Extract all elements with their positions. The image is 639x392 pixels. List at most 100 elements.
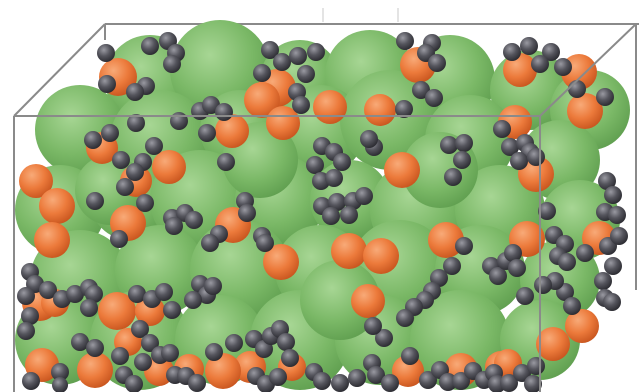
orange-particle bbox=[244, 82, 280, 118]
small-gray-particle bbox=[51, 363, 69, 381]
small-gray-particle bbox=[596, 88, 614, 106]
small-gray-particle bbox=[238, 204, 256, 222]
small-gray-particle bbox=[563, 297, 581, 315]
orange-particle bbox=[363, 238, 399, 274]
small-gray-particle bbox=[225, 334, 243, 352]
small-gray-particle bbox=[598, 172, 616, 190]
small-gray-particle bbox=[307, 43, 325, 61]
small-gray-particle bbox=[215, 103, 233, 121]
small-gray-particle bbox=[141, 37, 159, 55]
small-gray-particle bbox=[396, 32, 414, 50]
small-gray-particle bbox=[554, 58, 572, 76]
small-gray-particle bbox=[527, 357, 545, 375]
small-gray-particle bbox=[21, 307, 39, 325]
small-gray-particle bbox=[455, 134, 473, 152]
small-gray-particle bbox=[277, 333, 295, 351]
small-gray-particle bbox=[503, 43, 521, 61]
small-gray-particle bbox=[493, 120, 511, 138]
orange-particle bbox=[567, 93, 603, 129]
small-gray-particle bbox=[86, 192, 104, 210]
small-gray-particle bbox=[136, 194, 154, 212]
small-gray-particle bbox=[204, 277, 222, 295]
small-gray-particle bbox=[141, 334, 159, 352]
small-gray-particle bbox=[608, 206, 626, 224]
small-gray-particle bbox=[333, 153, 351, 171]
small-gray-particle bbox=[516, 287, 534, 305]
small-gray-particle bbox=[163, 301, 181, 319]
small-gray-particle bbox=[603, 293, 621, 311]
small-gray-particle bbox=[440, 136, 458, 154]
small-gray-particle bbox=[396, 309, 414, 327]
orange-particle bbox=[263, 244, 299, 280]
small-gray-particle bbox=[163, 55, 181, 73]
small-gray-particle bbox=[419, 371, 437, 389]
small-gray-particle bbox=[455, 237, 473, 255]
small-gray-particle bbox=[17, 287, 35, 305]
small-gray-particle bbox=[331, 374, 349, 392]
small-gray-particle bbox=[395, 100, 413, 118]
small-gray-particle bbox=[364, 317, 382, 335]
small-gray-particle bbox=[538, 202, 556, 220]
small-gray-particle bbox=[489, 267, 507, 285]
small-gray-particle bbox=[360, 130, 378, 148]
small-gray-particle bbox=[198, 124, 216, 142]
small-gray-particle bbox=[80, 299, 98, 317]
small-gray-particle bbox=[428, 54, 446, 72]
small-gray-particle bbox=[39, 281, 57, 299]
small-gray-particle bbox=[85, 285, 103, 303]
small-gray-particle bbox=[170, 112, 188, 130]
small-gray-particle bbox=[328, 193, 346, 211]
small-gray-particle bbox=[604, 257, 622, 275]
box-back-edges bbox=[104, 23, 639, 40]
small-gray-particle bbox=[524, 375, 542, 392]
small-gray-particle bbox=[527, 148, 545, 166]
small-gray-particle bbox=[134, 353, 152, 371]
small-gray-particle bbox=[510, 152, 528, 170]
small-gray-particle bbox=[97, 44, 115, 62]
small-gray-particle bbox=[101, 124, 119, 142]
small-gray-particle bbox=[513, 364, 531, 382]
orange-particle bbox=[428, 222, 464, 258]
small-gray-particle bbox=[401, 347, 419, 365]
orange-particle bbox=[351, 284, 385, 318]
orange-particle bbox=[392, 355, 424, 387]
small-gray-particle bbox=[504, 244, 522, 262]
small-gray-particle bbox=[289, 47, 307, 65]
small-gray-particle bbox=[110, 230, 128, 248]
orange-particle bbox=[364, 94, 396, 126]
orange-particle bbox=[536, 327, 570, 361]
small-gray-particle bbox=[381, 374, 399, 392]
small-gray-particle bbox=[66, 285, 84, 303]
small-gray-particle bbox=[322, 207, 340, 225]
small-gray-particle bbox=[71, 333, 89, 351]
orange-particle bbox=[503, 53, 537, 87]
small-gray-particle bbox=[604, 186, 622, 204]
small-gray-particle bbox=[292, 96, 310, 114]
small-gray-particle bbox=[452, 372, 470, 390]
small-gray-particle bbox=[348, 369, 366, 387]
small-gray-particle bbox=[217, 153, 235, 171]
orange-particle bbox=[565, 309, 599, 343]
small-gray-particle bbox=[534, 276, 552, 294]
small-gray-particle bbox=[531, 55, 549, 73]
small-gray-particle bbox=[297, 65, 315, 83]
orange-particle bbox=[34, 222, 70, 258]
small-gray-particle bbox=[325, 169, 343, 187]
small-gray-particle bbox=[116, 178, 134, 196]
small-gray-particle bbox=[128, 285, 146, 303]
small-gray-particle bbox=[131, 320, 149, 338]
small-gray-particle bbox=[610, 227, 628, 245]
small-gray-particle bbox=[165, 217, 183, 235]
small-gray-particle bbox=[453, 151, 471, 169]
small-gray-particle bbox=[256, 234, 274, 252]
small-gray-particle bbox=[340, 206, 358, 224]
orange-particle bbox=[266, 106, 300, 140]
small-gray-particle bbox=[112, 151, 130, 169]
small-gray-particle bbox=[444, 168, 462, 186]
small-gray-particle bbox=[594, 272, 612, 290]
small-gray-particle bbox=[306, 156, 324, 174]
orange-particle bbox=[19, 164, 53, 198]
small-gray-particle bbox=[86, 339, 104, 357]
gray-particles bbox=[17, 32, 628, 392]
